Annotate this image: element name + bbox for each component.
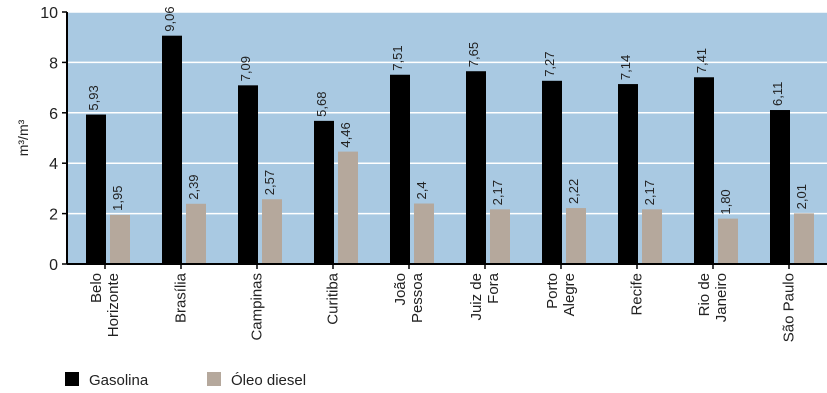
x-category-label: Alegre <box>561 273 578 316</box>
data-label: 7,51 <box>390 45 405 70</box>
x-category-label: Pessoa <box>409 272 426 323</box>
bar-gasolina <box>618 84 638 265</box>
x-category-label: Rio de <box>696 273 713 316</box>
data-label: 2,17 <box>490 180 505 205</box>
data-label: 1,95 <box>110 186 125 211</box>
bar-oleo-diesel <box>338 151 358 264</box>
data-label: 7,65 <box>466 42 481 67</box>
bar-oleo-diesel <box>794 213 814 264</box>
x-category-label: Campinas <box>249 273 266 341</box>
bar-oleo-diesel <box>566 208 586 264</box>
bar-gasolina <box>390 74 410 264</box>
x-category-label: Janeiro <box>713 273 730 322</box>
y-tick-label: 8 <box>49 55 58 72</box>
y-tick-label: 2 <box>49 207 58 224</box>
legend-label: Gasolina <box>89 372 149 389</box>
data-label: 2,39 <box>186 174 201 199</box>
y-tick-label: 10 <box>40 5 58 22</box>
x-axis: Belo Horizonte Brasília Campinas Curitiba Joã… <box>67 263 827 342</box>
y-tick-label: 4 <box>49 156 58 173</box>
bar-gasolina <box>466 71 486 264</box>
data-label: 7,27 <box>542 51 557 76</box>
data-label: 9,06 <box>162 6 177 31</box>
data-label: 4,46 <box>338 122 353 147</box>
bar-oleo-diesel <box>110 214 130 264</box>
x-category-label: Porto <box>544 273 561 309</box>
data-label: 5,93 <box>86 85 101 110</box>
data-label: 2,01 <box>794 184 809 209</box>
bar-gasolina <box>770 110 790 264</box>
bar-oleo-diesel <box>718 218 738 264</box>
bar-oleo-diesel <box>490 209 510 264</box>
data-label: 7,14 <box>618 55 633 80</box>
data-label: 2,57 <box>262 170 277 195</box>
x-category-label: Juiz de <box>468 273 485 321</box>
data-label: 5,68 <box>314 92 329 117</box>
x-category-label: Fora <box>485 272 502 304</box>
x-category-label: Brasília <box>173 272 190 323</box>
bar-gasolina <box>86 114 106 265</box>
legend-swatch <box>65 372 79 386</box>
x-category-label: João <box>392 273 409 306</box>
bar-oleo-diesel <box>262 199 282 264</box>
data-labels: 5,93 1,95 9,06 2,39 7,09 2,57 5,68 4,46 7,51 2,4 7… <box>86 6 809 214</box>
data-label: 1,80 <box>718 189 733 214</box>
y-tick-label: 0 <box>49 257 58 274</box>
y-tick-label: 6 <box>49 106 58 123</box>
legend-swatch <box>207 372 221 386</box>
data-label: 2,17 <box>642 180 657 205</box>
data-label: 7,41 <box>694 48 709 73</box>
x-category-label: Recife <box>629 273 646 316</box>
bars <box>86 35 814 265</box>
bar-oleo-diesel <box>186 203 206 264</box>
data-label: 7,09 <box>238 56 253 81</box>
x-category-label: São Paulo <box>781 273 798 342</box>
legend: Gasolina Óleo diesel <box>65 372 306 389</box>
bar-gasolina <box>238 85 258 264</box>
x-category-label: Belo <box>88 273 105 303</box>
bar-gasolina <box>542 80 562 265</box>
data-label: 2,4 <box>414 181 429 199</box>
legend-label: Óleo diesel <box>231 372 306 389</box>
y-axis: 0 2 4 6 8 10 <box>40 5 68 274</box>
bar-gasolina <box>694 77 714 264</box>
x-category-label: Horizonte <box>105 273 122 337</box>
bar-oleo-diesel <box>642 209 662 264</box>
data-label: 6,11 <box>770 82 785 106</box>
bar-gasolina <box>162 35 182 264</box>
data-label: 2,22 <box>566 179 581 204</box>
bar-gasolina <box>314 120 334 264</box>
x-category-label: Curitiba <box>325 272 342 324</box>
y-axis-label: m³/m³ <box>15 119 31 156</box>
bar-oleo-diesel <box>414 203 434 264</box>
